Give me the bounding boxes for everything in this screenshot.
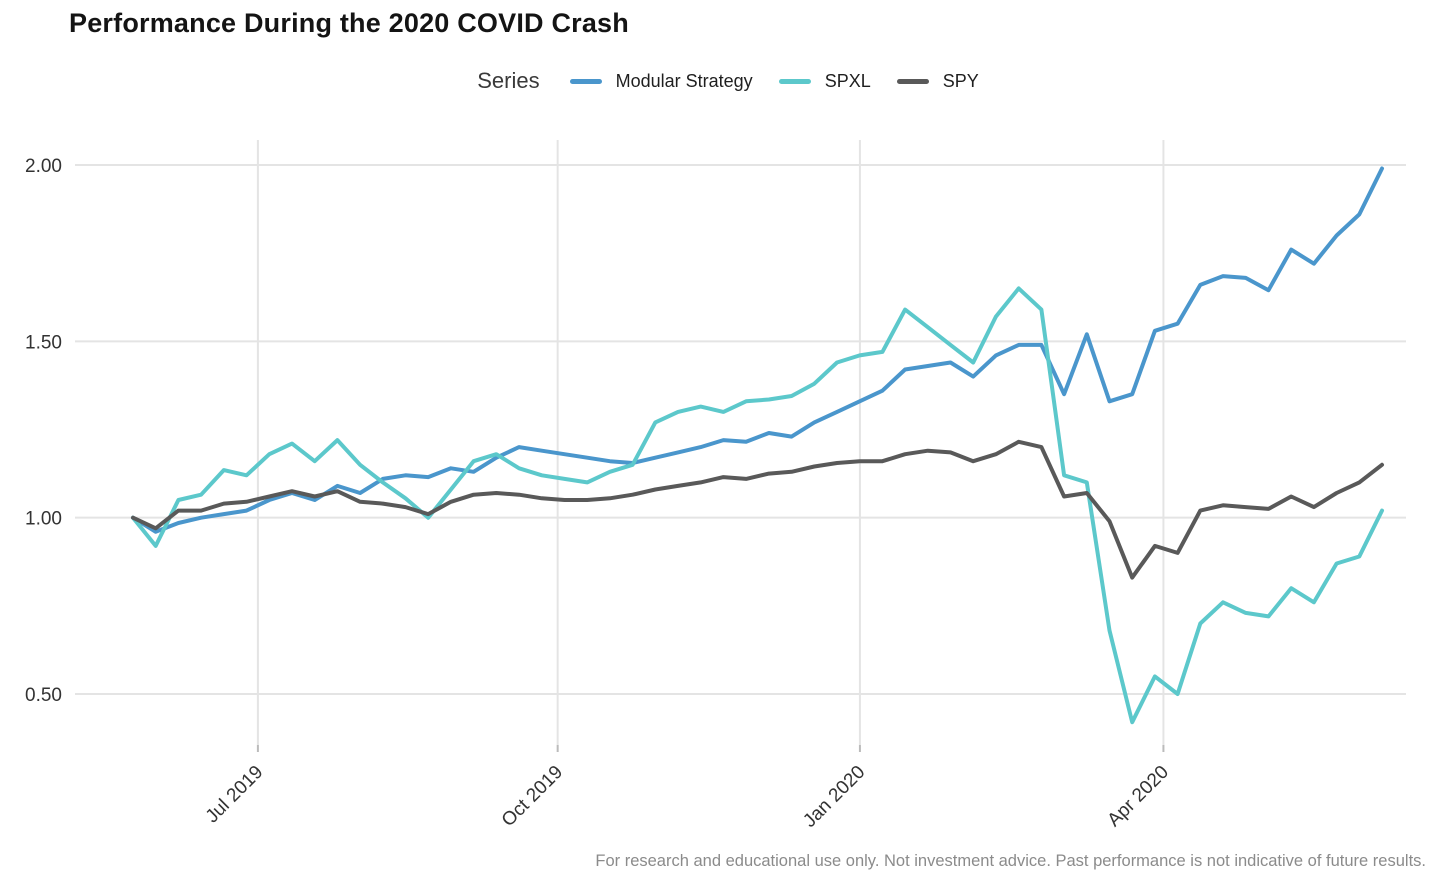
series-line-spxl[interactable] [131,286,1384,725]
x-axis-tick-label: Apr 2020 [1104,762,1173,831]
y-axis-tick-label: 1.50 [25,332,62,353]
legend-item-spy[interactable]: SPY [896,70,979,92]
y-axis-tick-label: 2.00 [25,156,62,177]
page-title: Performance During the 2020 COVID Crash [69,8,629,38]
y-axis-tick-label: 1.00 [25,509,62,530]
x-axis-tick-label: Jan 2020 [799,762,869,832]
performance-line-chart: 2.00 1.50 1.00 0.50 Jul 2019 Oct 2019 Jan 2020… [25,140,1406,832]
y-axis-tick-label: 0.50 [25,685,62,706]
series-line-spy[interactable] [131,439,1384,580]
disclaimer-text: For research and educational use only. N… [595,852,1426,870]
series-line-modular-strategy[interactable] [131,166,1384,534]
legend-title: Series [477,68,540,93]
spy-swatch-icon [896,78,929,84]
legend-item-label: SPY [942,70,979,91]
legend-item-label: SPXL [824,70,871,91]
x-axis-tick-label: Jul 2019 [202,762,268,828]
spxl-swatch-icon [778,78,811,84]
legend-item-modular-strategy[interactable]: Modular Strategy [569,70,753,92]
legend-item-spxl[interactable]: SPXL [778,70,871,92]
modular-strategy-swatch-icon [569,78,602,84]
legend-item-label: Modular Strategy [615,70,753,91]
x-axis-tick-label: Oct 2019 [498,762,567,831]
chart-legend: Series Modular Strategy SPXL SPY [0,68,1456,94]
